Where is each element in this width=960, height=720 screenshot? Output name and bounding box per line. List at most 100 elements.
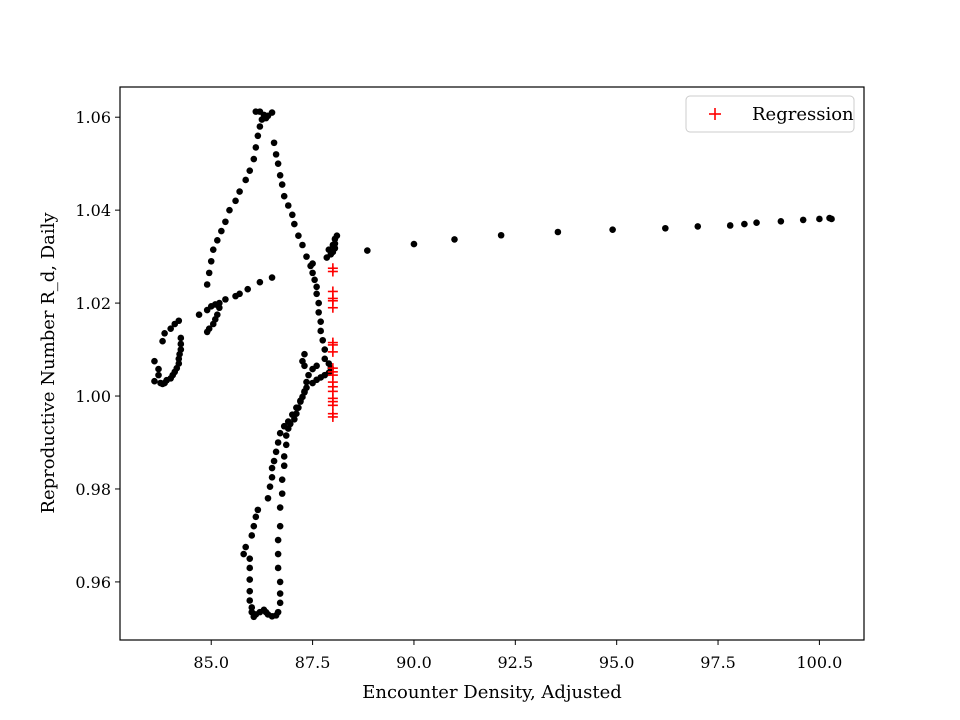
data-point: [175, 360, 183, 367]
data-point: [216, 299, 223, 307]
data-point: [799, 216, 807, 224]
data-point: [278, 181, 286, 188]
data-point: [195, 311, 203, 319]
observed-series: [151, 108, 835, 621]
data-point: [246, 597, 254, 604]
data-point: [246, 167, 254, 174]
data-point: [311, 276, 318, 284]
x-axis-label: Encounter Density, Adjusted: [362, 682, 622, 703]
data-point: [777, 218, 785, 225]
x-tick-label: 95.0: [599, 653, 635, 672]
legend-plus-marker: [709, 108, 721, 120]
data-point: [278, 476, 286, 483]
data-point: [161, 329, 168, 337]
data-point: [816, 215, 823, 223]
data-point: [276, 504, 284, 511]
data-point: [297, 397, 304, 404]
data-point: [451, 236, 458, 243]
data-point: [609, 226, 616, 233]
data-point: [303, 378, 310, 386]
data-point: [268, 274, 276, 281]
data-point: [301, 350, 308, 358]
data-point: [276, 599, 284, 607]
data-point: [232, 197, 239, 205]
data-point: [214, 311, 221, 319]
data-point: [284, 418, 292, 425]
data-point: [321, 346, 329, 353]
data-point: [741, 220, 748, 228]
data-point: [242, 176, 249, 184]
data-point: [218, 227, 225, 235]
data-point: [276, 590, 284, 597]
data-point: [410, 240, 418, 248]
data-point: [250, 522, 258, 530]
data-point: [325, 246, 333, 253]
data-point: [256, 278, 264, 286]
data-point: [276, 171, 284, 179]
data-point: [280, 453, 288, 460]
data-point: [274, 439, 282, 446]
data-point: [274, 564, 282, 572]
data-point: [329, 241, 337, 249]
data-point: [280, 422, 288, 430]
data-point: [167, 325, 174, 332]
data-point: [301, 388, 308, 395]
data-point: [266, 483, 274, 490]
data-point: [151, 377, 158, 385]
data-point: [291, 220, 298, 228]
data-point: [209, 246, 217, 253]
data-point: [313, 290, 320, 298]
y-axis-label: Reproductive Number R_d, Daily: [38, 212, 59, 514]
data-point: [319, 336, 327, 344]
plot-area: [120, 87, 864, 640]
data-point: [248, 604, 256, 611]
regression-point: [327, 302, 338, 313]
data-point: [313, 362, 320, 370]
data-point: [256, 123, 264, 130]
y-tick-label: 1.00: [75, 387, 111, 406]
data-point: [242, 543, 249, 551]
data-point: [299, 241, 306, 249]
data-point: [151, 357, 158, 365]
data-point: [175, 317, 183, 325]
data-point: [694, 223, 702, 230]
data-point: [278, 490, 286, 497]
y-axis: 0.96 0.98 1.00 1.02 1.04 1.06: [75, 108, 120, 592]
data-point: [272, 448, 280, 456]
regression-point: [327, 266, 338, 277]
data-point: [177, 334, 185, 342]
data-point: [315, 299, 322, 307]
y-tick-label: 0.98: [75, 480, 111, 499]
data-point: [268, 464, 276, 472]
data-point: [270, 139, 278, 147]
x-tick-label: 87.5: [295, 653, 331, 672]
x-axis: 85.0 87.5 90.0 92.5 95.0 97.5 100.0: [193, 640, 842, 672]
data-point: [207, 257, 215, 265]
data-point: [205, 269, 213, 277]
data-point: [244, 285, 252, 293]
data-point: [309, 379, 316, 387]
data-point: [272, 151, 280, 158]
data-point: [293, 404, 300, 411]
data-point: [309, 269, 316, 277]
data-point: [222, 218, 229, 226]
data-point: [753, 219, 760, 226]
data-point: [270, 457, 278, 465]
x-tick-label: 97.5: [700, 653, 736, 672]
x-tick-label: 85.0: [193, 653, 229, 672]
data-point: [177, 346, 185, 353]
data-point: [289, 211, 296, 219]
legend-box: [685, 95, 855, 133]
data-point: [280, 192, 288, 200]
data-point: [282, 441, 290, 449]
x-tick-label: 100.0: [796, 653, 842, 672]
data-point: [226, 206, 233, 214]
y-tick-label: 1.02: [75, 294, 111, 313]
data-point: [497, 231, 505, 239]
data-point: [250, 155, 258, 163]
data-point: [252, 513, 260, 521]
data-point: [248, 532, 256, 539]
data-point: [155, 365, 162, 373]
data-point: [317, 327, 324, 335]
data-point: [240, 550, 247, 558]
